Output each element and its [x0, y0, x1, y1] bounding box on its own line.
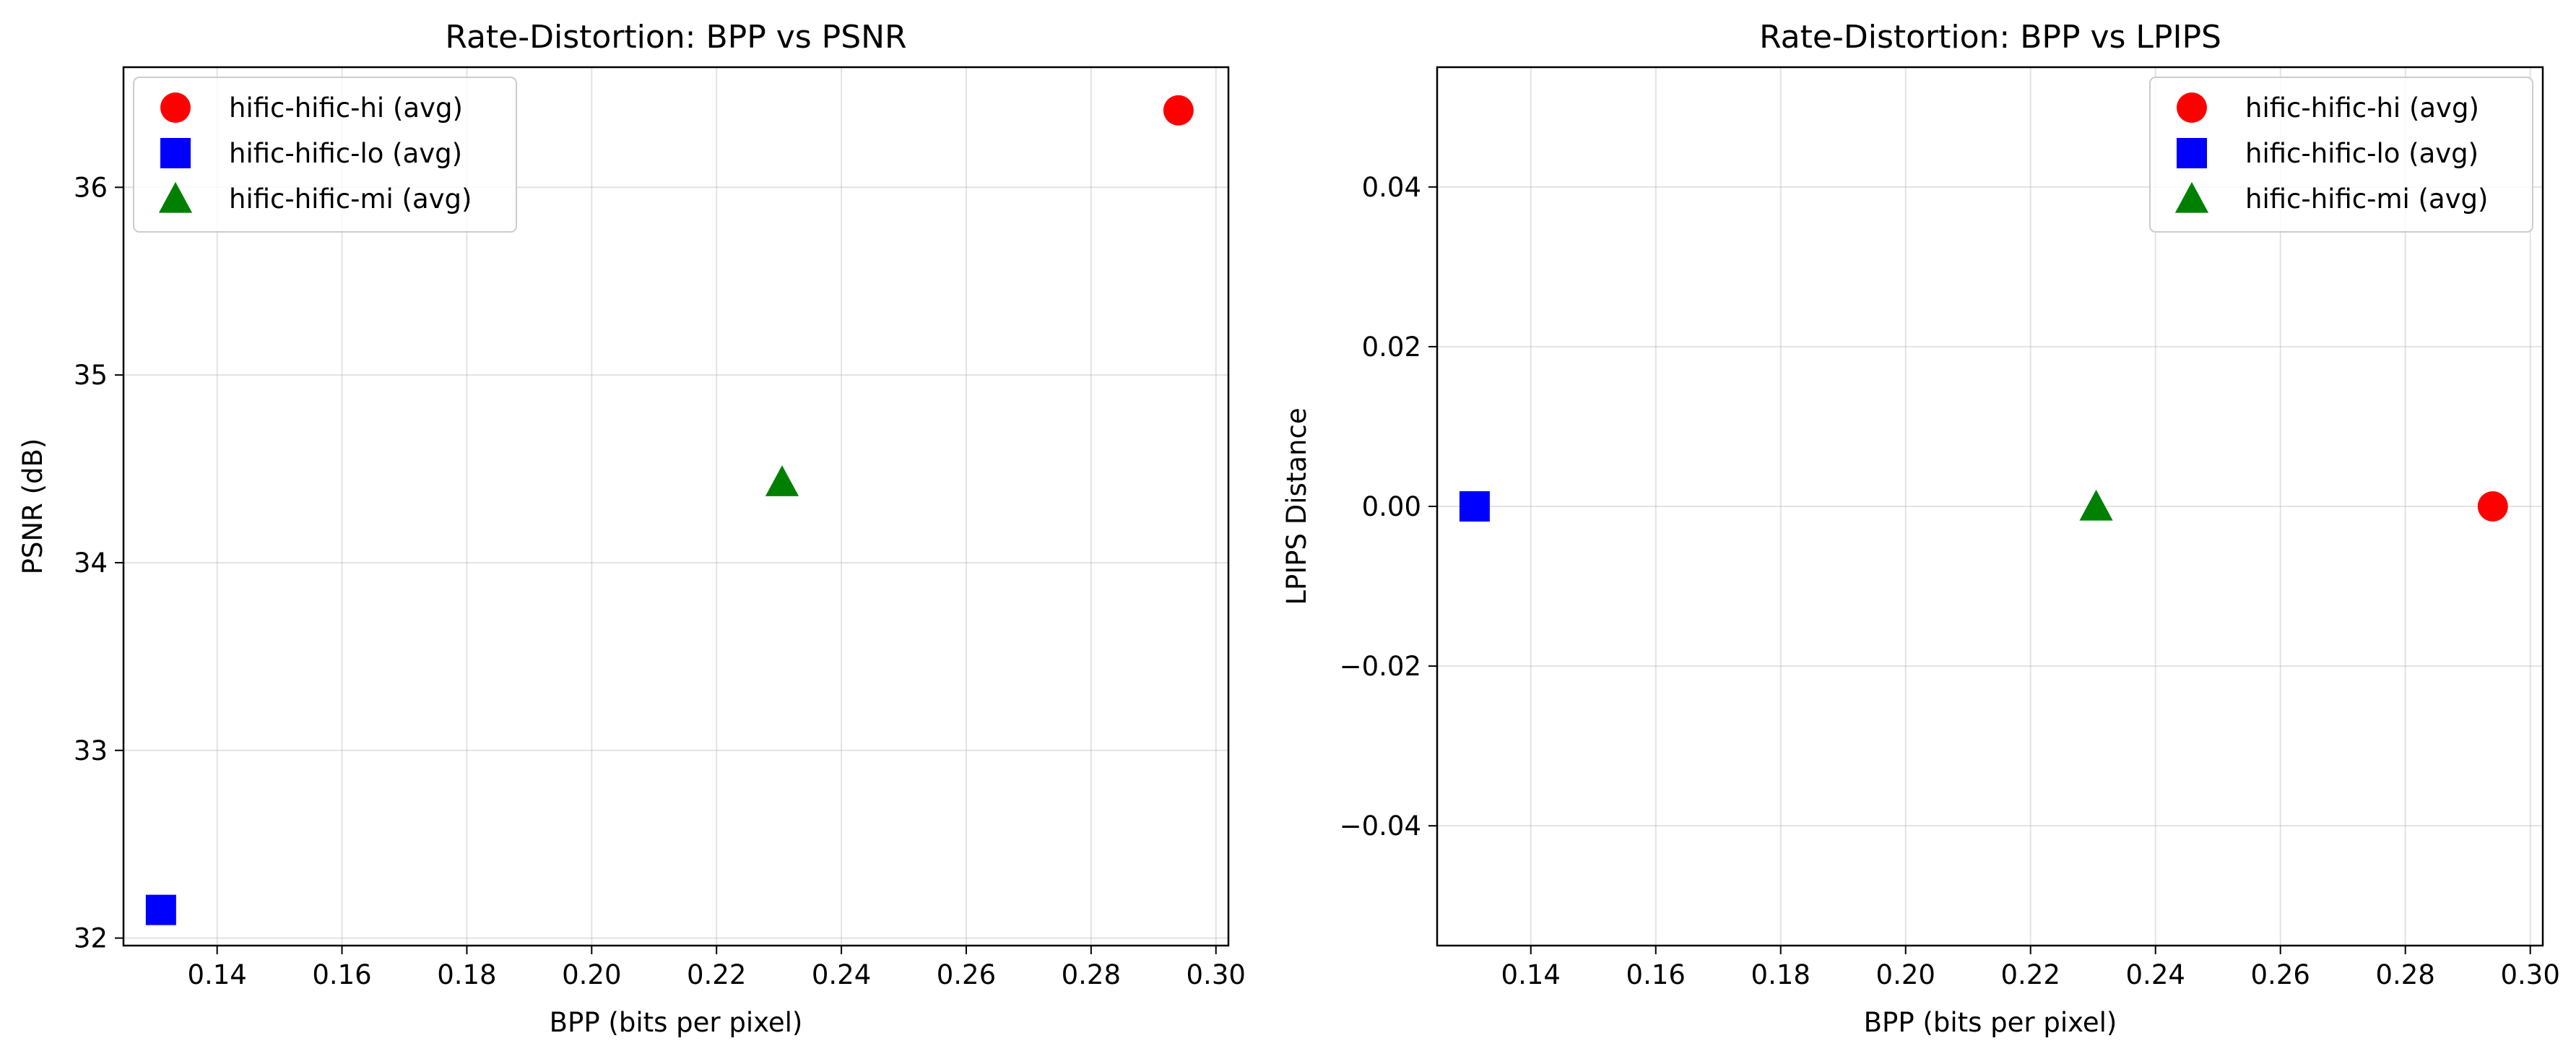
x-tick-label: 0.24	[2126, 959, 2185, 990]
legend-marker	[160, 138, 191, 168]
data-point-square	[1459, 491, 1490, 522]
plot-frame	[1436, 66, 2544, 947]
y-axis-label: PSNR (dB)	[17, 438, 48, 575]
data-point-circle	[2477, 491, 2508, 522]
x-tick-label: 0.14	[1501, 959, 1561, 990]
legend-marker	[160, 92, 191, 123]
data-point-triangle	[2079, 489, 2113, 521]
legend-label: hific-hific-lo (avg)	[2245, 138, 2479, 169]
legend-marker	[158, 181, 193, 213]
legend-marker	[2177, 138, 2207, 168]
data-points	[1459, 489, 2508, 522]
y-tick-label: −0.04	[1340, 811, 1421, 842]
x-tick-label: 0.30	[1187, 959, 1246, 990]
legend-label: hific-hific-mi (avg)	[2245, 183, 2488, 215]
y-tick-label: 33	[74, 735, 108, 766]
x-tick-label: 0.14	[187, 959, 246, 990]
x-axis-label: BPP (bits per pixel)	[550, 1007, 803, 1038]
legend: hific-hific-hi (avg) hific-hific-lo (avg)…	[133, 77, 517, 233]
x-tick-label: 0.18	[437, 959, 496, 990]
legend-frame	[133, 77, 517, 233]
legend-label: hific-hific-hi (avg)	[2245, 92, 2479, 124]
legend-marker	[2174, 181, 2209, 213]
y-tick-label: 36	[74, 172, 108, 203]
y-tick-label: −0.02	[1340, 651, 1421, 682]
legend-label: hific-hific-hi (avg)	[229, 92, 463, 124]
x-tick-label: 0.28	[1062, 959, 1121, 990]
x-tick-label: 0.24	[812, 959, 871, 990]
data-points	[145, 95, 1194, 925]
y-tick-label: 34	[74, 548, 108, 579]
psnr-chart-panel: Rate-Distortion: BPP vs PSNR 0.14 0.16 0.1…	[17, 19, 1246, 1038]
data-point-square	[145, 894, 176, 925]
y-axis-label: LPIPS Distance	[1281, 407, 1312, 605]
x-tick-label: 0.28	[2376, 959, 2435, 990]
lpips-chart-panel: Rate-Distortion: BPP vs LPIPS 0.14 0.16 0.…	[1281, 19, 2560, 1038]
x-axis-label: BPP (bits per pixel)	[1864, 1007, 2117, 1038]
axis-ticks: 0.14 0.16 0.18 0.20 0.22 0.24 0.26 0.28 0.30 32 33…	[74, 172, 1246, 990]
y-tick-label: 0.02	[1362, 332, 1421, 363]
x-tick-label: 0.20	[562, 959, 621, 990]
y-tick-label: 35	[74, 360, 108, 391]
data-point-circle	[1163, 95, 1194, 126]
grid	[123, 67, 1228, 946]
x-tick-label: 0.18	[1751, 959, 1810, 990]
legend-label: hific-hific-mi (avg)	[229, 183, 472, 215]
x-tick-label: 0.30	[2501, 959, 2560, 990]
grid	[1437, 67, 2543, 946]
legend-label: hific-hific-lo (avg)	[229, 138, 462, 169]
chart-title: Rate-Distortion: BPP vs LPIPS	[1759, 19, 2221, 56]
chart-title: Rate-Distortion: BPP vs PSNR	[445, 19, 906, 56]
data-point-triangle	[765, 465, 799, 496]
legend: hific-hific-hi (avg) hific-hific-lo (avg)…	[2149, 77, 2533, 233]
x-tick-label: 0.20	[1876, 959, 1935, 990]
legend-frame	[2149, 77, 2533, 233]
plot-frame	[122, 66, 1230, 947]
x-tick-label: 0.26	[2251, 959, 2310, 990]
y-tick-label: 32	[74, 923, 108, 954]
y-tick-label: 0.04	[1362, 172, 1421, 203]
x-tick-label: 0.16	[1626, 959, 1686, 990]
y-tick-label: 0.00	[1362, 491, 1421, 522]
x-tick-label: 0.26	[937, 959, 996, 990]
x-tick-label: 0.22	[687, 959, 746, 990]
x-tick-label: 0.22	[2001, 959, 2060, 990]
x-tick-label: 0.16	[312, 959, 371, 990]
legend-marker	[2177, 92, 2207, 123]
axis-ticks: 0.14 0.16 0.18 0.20 0.22 0.24 0.26 0.28 0.30 −0.0…	[1340, 172, 2560, 990]
